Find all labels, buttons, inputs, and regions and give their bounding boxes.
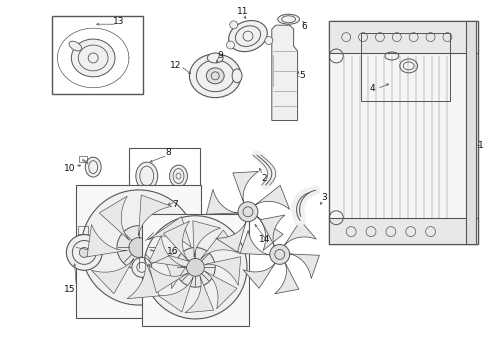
Bar [329,21,478,244]
Text: 10: 10 [64,163,75,172]
Ellipse shape [190,54,241,98]
Circle shape [129,238,149,257]
Text: 7: 7 [172,200,178,209]
Bar [78,226,88,234]
Ellipse shape [206,68,224,84]
Bar [129,148,200,206]
Polygon shape [185,276,214,313]
Circle shape [187,258,204,276]
Polygon shape [150,250,190,289]
Circle shape [342,33,351,41]
Polygon shape [149,265,188,293]
Polygon shape [201,230,240,259]
Circle shape [375,33,385,41]
Bar [361,33,450,100]
Text: 13: 13 [113,17,125,26]
Circle shape [409,33,418,41]
Text: 5: 5 [300,71,305,80]
Polygon shape [139,195,172,235]
Circle shape [144,216,247,319]
Circle shape [79,247,89,257]
Text: 6: 6 [302,22,307,31]
Ellipse shape [69,41,82,51]
Text: 11: 11 [237,7,249,16]
Polygon shape [206,189,238,214]
Circle shape [366,227,376,237]
Polygon shape [272,25,297,121]
Circle shape [406,227,416,237]
Ellipse shape [278,14,299,24]
Polygon shape [127,258,159,299]
Circle shape [175,247,215,287]
Polygon shape [149,235,186,267]
Polygon shape [92,258,134,294]
Polygon shape [204,271,237,309]
Circle shape [270,244,290,264]
Ellipse shape [207,53,223,63]
Circle shape [386,227,396,237]
Bar [76,185,201,318]
Polygon shape [261,215,285,246]
Circle shape [443,33,452,41]
Text: 14: 14 [259,235,270,244]
Polygon shape [290,254,319,279]
Circle shape [230,21,238,29]
Bar [329,21,478,53]
Polygon shape [148,217,192,248]
Text: 15: 15 [64,285,75,294]
Polygon shape [216,221,246,252]
Polygon shape [255,185,290,210]
Circle shape [238,202,258,222]
Polygon shape [193,221,221,257]
Bar [142,214,249,326]
Circle shape [346,227,356,237]
Polygon shape [205,257,241,285]
Ellipse shape [72,39,115,77]
Bar [466,21,476,244]
Circle shape [117,226,161,269]
Polygon shape [164,221,190,261]
Polygon shape [284,221,317,246]
Polygon shape [233,171,259,203]
Polygon shape [99,196,129,240]
Text: 3: 3 [321,193,327,202]
Text: 8: 8 [166,148,171,157]
Circle shape [265,37,273,45]
Polygon shape [243,263,275,288]
Ellipse shape [136,162,158,190]
Text: 1: 1 [478,141,484,150]
Bar [329,218,478,244]
Bar [79,156,87,162]
Ellipse shape [85,157,101,177]
Polygon shape [158,277,193,312]
Circle shape [81,190,196,305]
Text: 16: 16 [167,247,178,256]
Polygon shape [274,263,299,294]
Circle shape [392,33,401,41]
Text: 9: 9 [218,51,223,60]
Ellipse shape [170,165,188,187]
Ellipse shape [232,69,242,83]
Circle shape [66,235,102,270]
Text: 12: 12 [170,62,181,71]
Circle shape [132,257,152,277]
Polygon shape [87,225,127,257]
Polygon shape [257,216,283,251]
Text: 2: 2 [261,174,267,183]
Text: 4: 4 [369,84,375,93]
Polygon shape [240,230,270,255]
Circle shape [426,33,435,41]
Circle shape [426,227,436,237]
Bar [51,16,143,94]
Ellipse shape [229,21,268,52]
Circle shape [226,41,234,49]
Circle shape [359,33,368,41]
